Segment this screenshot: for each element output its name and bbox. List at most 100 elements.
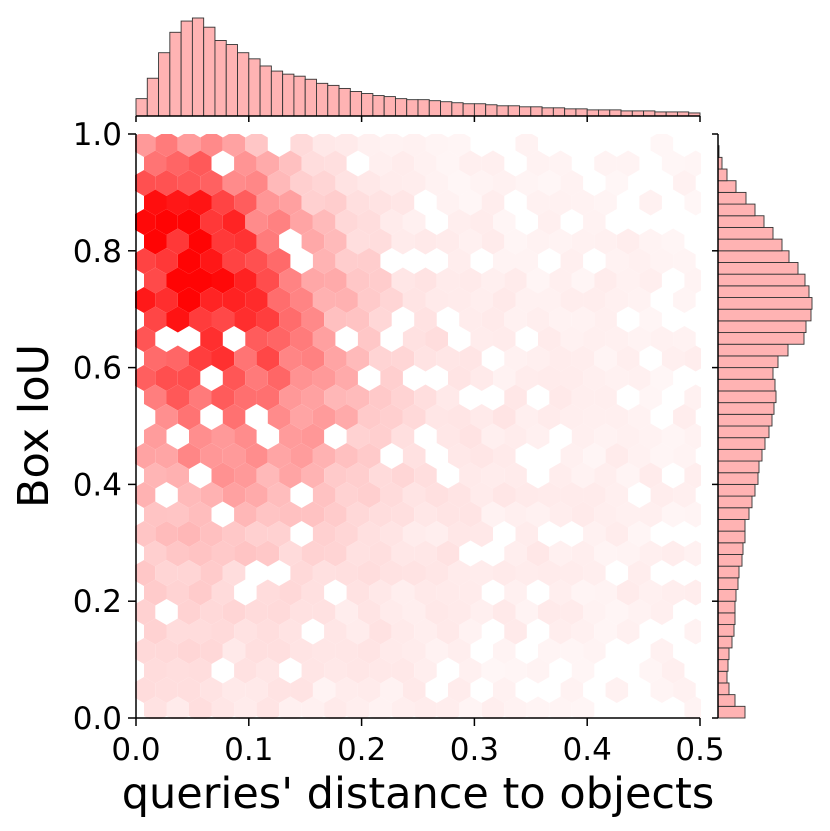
hex-bin: [211, 306, 235, 333]
hex-bin: [211, 579, 235, 606]
hex-bin: [256, 696, 280, 723]
hex-bin: [594, 384, 617, 411]
y-tick-label: 1.0: [73, 117, 122, 153]
hex-bin: [290, 638, 313, 664]
hex-bin: [594, 345, 617, 372]
x-hist-bar: [575, 108, 588, 117]
hex-bin: [234, 618, 257, 645]
hex-bin: [493, 560, 516, 586]
hex-bin: [177, 365, 201, 391]
y-hist-bar: [717, 694, 736, 707]
hex-bin: [335, 482, 358, 508]
hex-bin: [369, 657, 392, 684]
hex-bin: [470, 326, 493, 352]
hex-bin: [256, 540, 280, 567]
hex-bin: [335, 248, 358, 274]
hex-bin: [132, 638, 156, 664]
hex-bin: [605, 599, 629, 625]
hex-bin: [166, 501, 189, 528]
hex-bin: [290, 131, 313, 157]
hex-bin: [402, 287, 426, 313]
hex-bin: [661, 579, 685, 606]
hex-bin: [650, 443, 674, 469]
hex-bin: [380, 404, 403, 430]
hex-bin: [560, 248, 584, 274]
hex-bin: [538, 287, 561, 313]
hex-bin: [290, 209, 313, 235]
y-hist-bar: [717, 402, 775, 415]
hex-bin: [256, 189, 280, 216]
y-hist-bar: [717, 413, 773, 427]
hex-bin: [189, 423, 212, 450]
hex-bin: [234, 384, 257, 411]
hex-bin: [346, 501, 370, 528]
hex-bin: [560, 638, 584, 664]
hex-bin: [380, 677, 403, 703]
hex-bin: [661, 150, 685, 177]
hex-bin: [493, 365, 516, 391]
hex-bin: [290, 326, 313, 352]
x-hist-bar: [338, 87, 351, 117]
hex-bin: [493, 209, 516, 235]
hex-bin: [594, 501, 617, 528]
y-hist-bar: [717, 670, 728, 684]
hex-bin: [661, 228, 685, 255]
hex-bin: [166, 228, 189, 255]
hex-bin: [234, 267, 257, 294]
hex-bin: [346, 267, 370, 294]
y-hist-bar: [717, 285, 810, 298]
hex-bin: [144, 579, 167, 606]
x-hist-bar: [327, 84, 340, 117]
hex-bin: [459, 501, 482, 528]
hex-bin: [605, 287, 629, 313]
x-hist-bar: [169, 31, 182, 117]
hex-bin: [526, 696, 550, 723]
x-hist-bar: [293, 75, 306, 117]
hex-clip-right: [701, 104, 718, 748]
hex-bin: [324, 189, 347, 216]
y-hist-bar: [717, 705, 746, 719]
hex-bin: [481, 462, 505, 489]
hex-bin: [605, 443, 629, 469]
x-hist-bar: [237, 52, 250, 117]
hex-bin: [594, 462, 617, 489]
hex-bin: [414, 696, 437, 723]
hex-bin: [673, 248, 696, 274]
x-tick-label: 0.1: [224, 732, 273, 768]
hex-bin: [650, 482, 674, 508]
hex-bin: [402, 404, 426, 430]
hex-bin: [594, 306, 617, 333]
hex-bin: [222, 170, 246, 196]
x-hist-bar: [304, 78, 317, 117]
hex-bin: [661, 501, 685, 528]
hex-bin: [391, 228, 415, 255]
y-hist-bar: [717, 355, 779, 369]
hex-bin: [312, 443, 336, 469]
hex-bin: [594, 267, 617, 294]
hex-bin: [650, 599, 674, 625]
x-hist-bar: [394, 98, 408, 117]
hex-bin: [436, 189, 460, 216]
hex-bin: [279, 579, 302, 606]
hex-bin: [459, 150, 482, 177]
y-hist-bar: [717, 659, 729, 672]
y-hist-bar: [717, 530, 746, 544]
y-hist-bar: [717, 483, 756, 497]
hex-bin: [234, 540, 257, 567]
hex-bin: [549, 267, 572, 294]
hex-bin: [279, 462, 302, 489]
y-hist-bar: [717, 215, 765, 228]
hex-bin: [132, 521, 156, 547]
hex-bin: [380, 560, 403, 586]
hex-bin: [380, 209, 403, 235]
hex-bin: [436, 150, 460, 177]
hex-bin: [515, 365, 538, 391]
hex-bin: [425, 599, 448, 625]
hex-bin: [571, 189, 595, 216]
hex-bin: [267, 170, 291, 196]
hex-bin: [357, 560, 381, 586]
hex-bin: [346, 579, 370, 606]
hex-bin: [200, 248, 223, 274]
hex-bin: [177, 521, 201, 547]
